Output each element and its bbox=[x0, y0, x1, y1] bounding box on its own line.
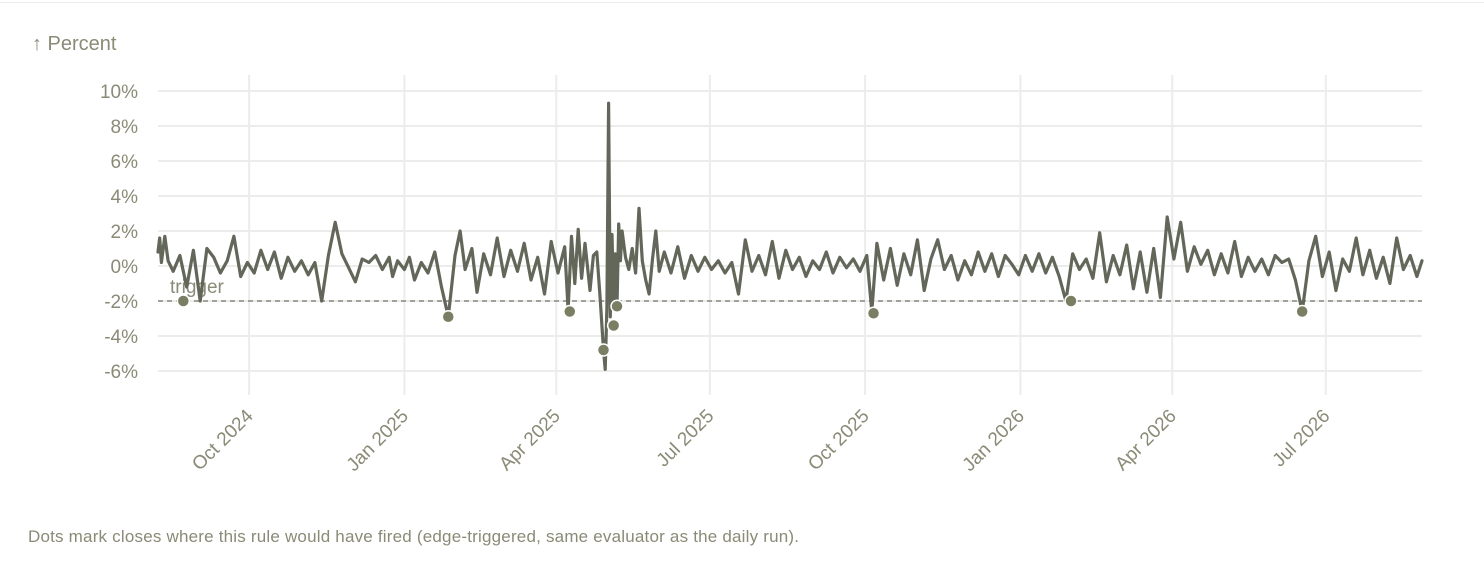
percent-change-line-chart: ↑ Percent -6% -4% -2% 0% 2% 4% 6% 8% 10% Oct 202… bbox=[32, 33, 1424, 476]
x-tick-label: Apr 2025 bbox=[495, 406, 564, 475]
fired-dot bbox=[606, 318, 621, 333]
fired-dot bbox=[1064, 294, 1078, 308]
x-tick-labels: Oct 2024 Jan 2025 Apr 2025 Jul 2025 Oct 2025… bbox=[188, 405, 1334, 475]
y-axis-label: ↑ Percent bbox=[32, 33, 117, 55]
fired-markers bbox=[176, 294, 1309, 357]
x-tick-label: Oct 2025 bbox=[804, 406, 873, 475]
x-gridlines bbox=[248, 75, 1327, 395]
chart-caption: Dots mark closes where this rule would h… bbox=[28, 527, 800, 546]
fired-dot bbox=[596, 343, 611, 357]
y-tick-label: 0% bbox=[111, 257, 139, 278]
fired-dot bbox=[1295, 304, 1309, 319]
y-gridlines bbox=[158, 90, 1422, 372]
y-tick-label: 6% bbox=[111, 152, 139, 173]
x-tick-label: Jan 2025 bbox=[343, 406, 413, 476]
y-tick-label: 10% bbox=[100, 82, 138, 103]
x-tick-label: Jul 2025 bbox=[653, 406, 719, 472]
x-tick-label: Jul 2026 bbox=[1269, 406, 1335, 472]
x-tick-label: Apr 2026 bbox=[1111, 406, 1180, 475]
x-tick-label: Oct 2024 bbox=[188, 405, 258, 475]
fired-dot bbox=[563, 304, 577, 319]
y-tick-label: -2% bbox=[104, 292, 138, 313]
fired-dot bbox=[441, 310, 456, 324]
y-tick-label: 8% bbox=[111, 117, 139, 138]
fired-dot bbox=[610, 299, 624, 313]
series-line bbox=[156, 101, 1424, 371]
top-divider bbox=[0, 2, 1484, 3]
fired-dot bbox=[176, 294, 191, 308]
y-tick-label: 4% bbox=[111, 187, 139, 208]
x-tick-label: Jan 2026 bbox=[959, 406, 1029, 476]
y-tick-label: -4% bbox=[104, 327, 138, 348]
y-tick-label: -6% bbox=[104, 362, 138, 383]
y-tick-label: 2% bbox=[111, 222, 139, 243]
fired-dot bbox=[866, 306, 881, 320]
y-tick-labels: -6% -4% -2% 0% 2% 4% 6% 8% 10% bbox=[100, 82, 138, 383]
